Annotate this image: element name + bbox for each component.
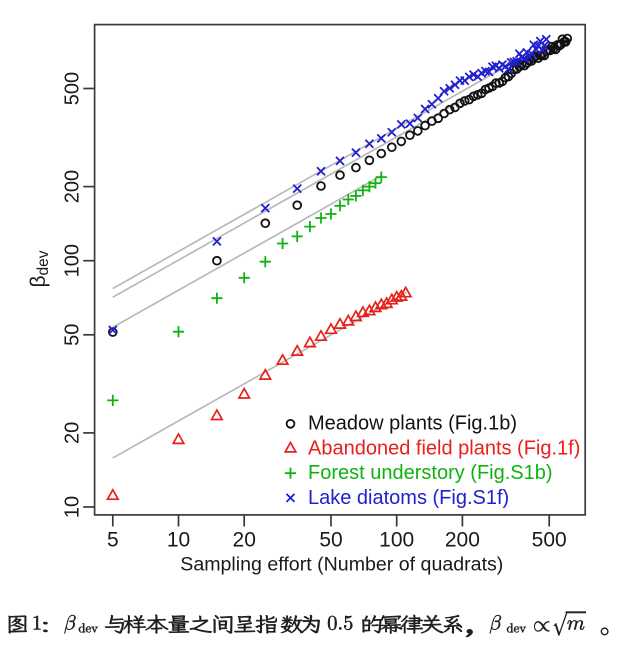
- svg-text:50: 50: [319, 529, 342, 552]
- svg-text:Forest understory (Fig.S1b): Forest understory (Fig.S1b): [308, 462, 553, 484]
- svg-text:10: 10: [62, 496, 84, 518]
- svg-text:500: 500: [62, 72, 84, 105]
- svg-text:5: 5: [107, 529, 119, 552]
- svg-text:Abandoned field plants (Fig.1f: Abandoned field plants (Fig.1f): [308, 437, 580, 459]
- svg-text:500: 500: [532, 529, 567, 552]
- svg-text:200: 200: [62, 170, 84, 203]
- svg-text:20: 20: [62, 422, 84, 444]
- svg-text:Meadow plants (Fig.1b): Meadow plants (Fig.1b): [308, 413, 517, 435]
- svg-text:100: 100: [379, 529, 414, 552]
- svg-text:100: 100: [62, 244, 84, 277]
- svg-text:Sampling effort (Number of qua: Sampling effort (Number of quadrats): [180, 554, 503, 576]
- svg-text:20: 20: [233, 529, 256, 552]
- svg-text:10: 10: [167, 529, 190, 552]
- svg-text:Lake diatoms (Fig.S1f): Lake diatoms (Fig.S1f): [308, 487, 509, 509]
- svg-text:50: 50: [62, 324, 84, 346]
- svg-text:200: 200: [445, 529, 480, 552]
